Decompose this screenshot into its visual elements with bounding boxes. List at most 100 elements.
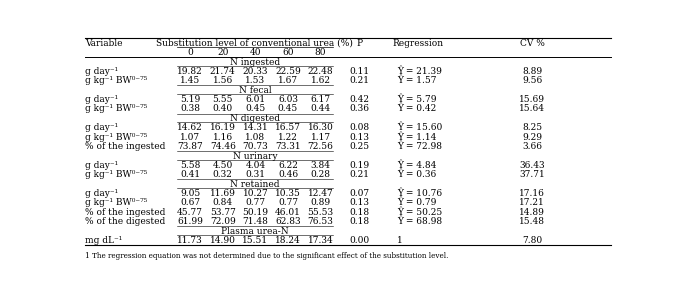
Text: 22.48: 22.48 xyxy=(308,67,333,76)
Text: 0.44: 0.44 xyxy=(310,104,331,113)
Text: 36.43: 36.43 xyxy=(519,161,545,170)
Text: 3.84: 3.84 xyxy=(310,161,331,170)
Text: 73.87: 73.87 xyxy=(177,142,203,151)
Text: 45.77: 45.77 xyxy=(177,208,203,217)
Text: 80: 80 xyxy=(315,48,327,57)
Text: 15.48: 15.48 xyxy=(519,217,545,226)
Text: Plasma urea-N: Plasma urea-N xyxy=(221,227,289,236)
Text: 14.31: 14.31 xyxy=(242,123,268,132)
Text: Ŷ = 15.60: Ŷ = 15.60 xyxy=(397,123,443,132)
Text: Substitution level of conventional urea (%): Substitution level of conventional urea … xyxy=(156,39,353,48)
Text: 15.64: 15.64 xyxy=(519,104,545,113)
Text: N fecal: N fecal xyxy=(238,86,271,95)
Text: 0.18: 0.18 xyxy=(350,208,369,217)
Text: 0.46: 0.46 xyxy=(278,170,298,179)
Text: 0.38: 0.38 xyxy=(180,104,200,113)
Text: 16.30: 16.30 xyxy=(308,123,333,132)
Text: Ŷ = 0.79: Ŷ = 0.79 xyxy=(397,198,437,207)
Text: N digested: N digested xyxy=(230,114,280,123)
Text: g day⁻¹: g day⁻¹ xyxy=(86,161,119,170)
Text: 8.25: 8.25 xyxy=(522,123,543,132)
Text: 0.41: 0.41 xyxy=(180,170,200,179)
Text: 8.89: 8.89 xyxy=(522,67,543,76)
Text: 55.53: 55.53 xyxy=(308,208,333,217)
Text: g kg⁻¹ BW⁰⁻⁷⁵: g kg⁻¹ BW⁰⁻⁷⁵ xyxy=(86,104,148,113)
Text: 6.01: 6.01 xyxy=(245,95,265,104)
Text: 1 The regression equation was not determined due to the significant effect of th: 1 The regression equation was not determ… xyxy=(86,252,449,260)
Text: 10.35: 10.35 xyxy=(275,189,301,198)
Text: 1.08: 1.08 xyxy=(245,133,265,142)
Text: 6.22: 6.22 xyxy=(278,161,298,170)
Text: Ŷ = 0.42: Ŷ = 0.42 xyxy=(397,104,437,113)
Text: 21.74: 21.74 xyxy=(210,67,236,76)
Text: g kg⁻¹ BW⁰⁻⁷⁵: g kg⁻¹ BW⁰⁻⁷⁵ xyxy=(86,76,148,85)
Text: 0.21: 0.21 xyxy=(350,170,369,179)
Text: Ŷ = 4.84: Ŷ = 4.84 xyxy=(397,161,437,170)
Text: Variable: Variable xyxy=(86,39,123,48)
Text: 40: 40 xyxy=(250,48,261,57)
Text: 1.16: 1.16 xyxy=(213,133,233,142)
Text: 9.29: 9.29 xyxy=(522,133,542,142)
Text: Ŷ = 1.14: Ŷ = 1.14 xyxy=(397,133,437,142)
Text: 1.07: 1.07 xyxy=(180,133,200,142)
Text: 0.25: 0.25 xyxy=(350,142,369,151)
Text: 10.27: 10.27 xyxy=(242,189,268,198)
Text: 1.62: 1.62 xyxy=(310,76,331,85)
Text: 1.67: 1.67 xyxy=(278,76,298,85)
Text: Ŷ = 5.79: Ŷ = 5.79 xyxy=(397,95,437,104)
Text: 0.36: 0.36 xyxy=(350,104,369,113)
Text: 3.66: 3.66 xyxy=(522,142,542,151)
Text: 1.17: 1.17 xyxy=(310,133,331,142)
Text: 0.28: 0.28 xyxy=(310,170,331,179)
Text: g day⁻¹: g day⁻¹ xyxy=(86,95,119,104)
Text: 16.57: 16.57 xyxy=(275,123,301,132)
Text: Ŷ = 72.98: Ŷ = 72.98 xyxy=(397,142,443,151)
Text: 0.08: 0.08 xyxy=(350,123,369,132)
Text: 0.42: 0.42 xyxy=(350,95,369,104)
Text: 70.73: 70.73 xyxy=(242,142,268,151)
Text: 0.40: 0.40 xyxy=(213,104,233,113)
Text: g day⁻¹: g day⁻¹ xyxy=(86,67,119,76)
Text: 1.22: 1.22 xyxy=(278,133,298,142)
Text: Ŷ = 10.76: Ŷ = 10.76 xyxy=(397,189,443,198)
Text: 5.19: 5.19 xyxy=(180,95,200,104)
Text: 61.99: 61.99 xyxy=(177,217,203,226)
Text: 60: 60 xyxy=(282,48,294,57)
Text: 0.00: 0.00 xyxy=(350,236,369,245)
Text: Ŷ = 50.25: Ŷ = 50.25 xyxy=(397,208,443,217)
Text: 9.56: 9.56 xyxy=(522,76,543,85)
Text: 0.13: 0.13 xyxy=(350,133,369,142)
Text: N urinary: N urinary xyxy=(232,152,277,161)
Text: % of the ingested: % of the ingested xyxy=(86,208,166,217)
Text: 53.77: 53.77 xyxy=(210,208,236,217)
Text: g day⁻¹: g day⁻¹ xyxy=(86,189,119,198)
Text: 0: 0 xyxy=(187,48,193,57)
Text: 15.51: 15.51 xyxy=(242,236,268,245)
Text: 4.50: 4.50 xyxy=(213,161,233,170)
Text: 1: 1 xyxy=(397,236,403,245)
Text: 0.77: 0.77 xyxy=(278,198,298,207)
Text: % of the ingested: % of the ingested xyxy=(86,142,166,151)
Text: 1.53: 1.53 xyxy=(245,76,265,85)
Text: 0.11: 0.11 xyxy=(350,67,369,76)
Text: 0.13: 0.13 xyxy=(350,198,369,207)
Text: g kg⁻¹ BW⁰⁻⁷⁵: g kg⁻¹ BW⁰⁻⁷⁵ xyxy=(86,170,148,179)
Text: 6.17: 6.17 xyxy=(310,95,331,104)
Text: 72.56: 72.56 xyxy=(308,142,333,151)
Text: 5.55: 5.55 xyxy=(213,95,233,104)
Text: 46.01: 46.01 xyxy=(275,208,301,217)
Text: 12.47: 12.47 xyxy=(308,189,333,198)
Text: g day⁻¹: g day⁻¹ xyxy=(86,123,119,132)
Text: 22.59: 22.59 xyxy=(275,67,301,76)
Text: 0.84: 0.84 xyxy=(213,198,233,207)
Text: Ŷ = 1.57: Ŷ = 1.57 xyxy=(397,76,437,85)
Text: 5.58: 5.58 xyxy=(180,161,200,170)
Text: 62.83: 62.83 xyxy=(275,217,301,226)
Text: Ŷ = 68.98: Ŷ = 68.98 xyxy=(397,217,443,226)
Text: 72.09: 72.09 xyxy=(210,217,236,226)
Text: 50.19: 50.19 xyxy=(242,208,268,217)
Text: 14.62: 14.62 xyxy=(177,123,203,132)
Text: 20.33: 20.33 xyxy=(242,67,268,76)
Text: P: P xyxy=(356,39,363,48)
Text: 0.45: 0.45 xyxy=(278,104,298,113)
